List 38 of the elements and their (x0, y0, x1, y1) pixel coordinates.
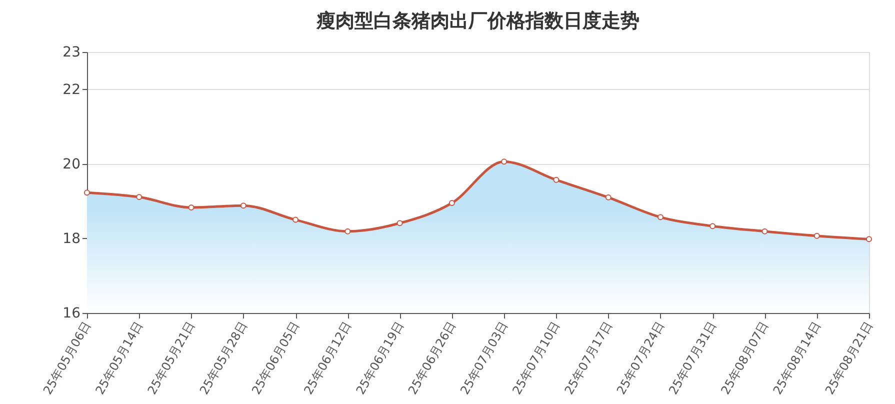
point (710, 223, 716, 230)
x-tick-label: 25年07月24日 (614, 319, 668, 397)
x-tick-label: 25年06月05日 (249, 319, 302, 397)
x-tick-label: 25年07月31日 (666, 319, 720, 397)
x-tick-label: 25年06月19日 (353, 319, 406, 397)
x-tick-label: 25年06月26日 (405, 319, 458, 397)
point (396, 220, 403, 226)
x-tick-label: 25年07月17日 (562, 319, 615, 397)
x-tick-label: 25年05月14日 (92, 319, 146, 397)
point (292, 216, 299, 223)
y-tick-label: 22 (62, 82, 80, 98)
x-tick-label: 25年08月14日 (770, 319, 824, 397)
y-tick-label: 20 (62, 156, 80, 172)
y-tick-label: 16 (62, 306, 81, 322)
point (866, 236, 872, 242)
point (605, 194, 612, 200)
x-tick-label: 25年07月03日 (458, 319, 511, 397)
point (240, 202, 246, 209)
y-tick-label: 23 (62, 44, 80, 60)
chart-title: 瘦肉型白条猪肉出厂价格指数日度走势 (316, 10, 640, 32)
point (448, 200, 455, 206)
x-tick-label: 25年06月12日 (301, 319, 354, 397)
point (501, 158, 508, 165)
point (136, 194, 142, 200)
point (762, 228, 768, 234)
x-tick-label: 25年07月10日 (510, 319, 563, 397)
x-tick-label: 25年08月07日 (718, 319, 772, 397)
point (553, 176, 560, 183)
y-tick-label: 18 (62, 230, 80, 247)
point (84, 190, 90, 196)
x-tick-label: 25年05月21日 (144, 319, 198, 397)
x-tick-label: 25年08月21日 (822, 319, 876, 397)
point (188, 204, 194, 210)
point (344, 228, 351, 234)
x-tick-label: 25年05月28日 (196, 319, 250, 397)
x-tick-label: 25年05月06日 (40, 319, 94, 397)
point (814, 232, 820, 239)
point (657, 214, 664, 220)
